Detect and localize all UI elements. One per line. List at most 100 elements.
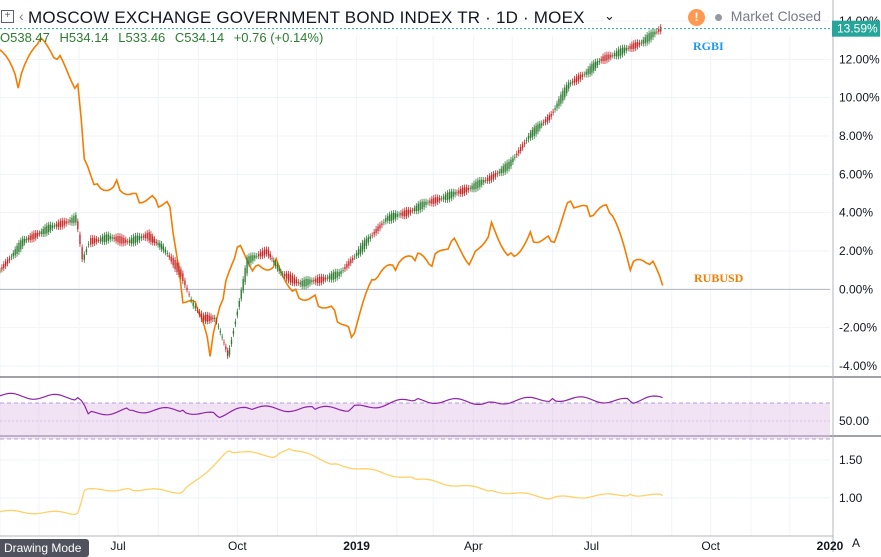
candle-body: [223, 342, 225, 344]
candle-body: [127, 241, 129, 243]
candle-body: [577, 75, 580, 81]
candle-body: [109, 235, 111, 240]
candle-body: [431, 198, 433, 204]
status-dot-icon: [714, 13, 722, 21]
candle-body: [392, 212, 395, 221]
candle-body: [142, 236, 145, 238]
candle-body: [413, 208, 416, 211]
candle-body: [627, 48, 629, 50]
candle-body: [660, 26, 662, 32]
candle-body: [69, 219, 71, 223]
candle-body: [67, 221, 69, 223]
candle-body: [240, 290, 242, 299]
candle-body: [541, 123, 543, 126]
candle-body: [531, 129, 534, 138]
candle-body: [155, 241, 157, 243]
candle-body: [581, 74, 583, 78]
auto-scale-button[interactable]: A: [851, 536, 860, 550]
symbol-dropdown-icon[interactable]: ⌄: [604, 8, 615, 23]
warning-icon[interactable]: !: [688, 8, 705, 26]
collapse-chevron-icon[interactable]: ‹: [19, 8, 24, 24]
candle-body: [280, 271, 282, 274]
y-tick-label: 6.00%: [839, 167, 873, 181]
candle-body: [182, 273, 184, 281]
candle-body: [615, 51, 618, 57]
candle-body: [353, 256, 356, 258]
candle-body: [252, 255, 254, 261]
candle-body: [318, 276, 321, 284]
candle-body: [579, 74, 582, 80]
candle-body: [40, 231, 43, 234]
drawing-mode-label[interactable]: Drawing Mode: [0, 539, 90, 557]
expand-icon[interactable]: +: [1, 10, 14, 23]
candle-body: [267, 249, 270, 256]
candle-body: [604, 55, 606, 62]
candle-body: [456, 192, 458, 194]
candle-body: [196, 310, 199, 311]
candle-body: [328, 275, 331, 280]
candle-body: [623, 47, 626, 53]
candle-body: [299, 282, 301, 285]
candle-body: [228, 348, 231, 355]
candle-body: [242, 279, 244, 291]
candle-body: [282, 273, 284, 275]
candle-body: [642, 39, 644, 44]
candle-body: [446, 192, 449, 200]
candle-body: [494, 173, 497, 177]
last-value-badge: [832, 20, 880, 37]
candle-body: [202, 315, 205, 321]
ohlc-low: L533.46: [118, 30, 166, 45]
candle-body: [654, 31, 656, 35]
candle-body: [635, 42, 637, 49]
candle-body: [644, 37, 646, 44]
candle-body: [562, 90, 564, 101]
candle-body: [537, 124, 539, 132]
candle-body: [162, 246, 165, 251]
candle-body: [219, 331, 221, 333]
candle-body: [496, 173, 499, 175]
candle-body: [138, 235, 141, 241]
candle-body: [44, 227, 46, 235]
rsi-band: [0, 403, 830, 439]
candle-body: [648, 33, 650, 42]
ratio-pane: [0, 447, 830, 516]
candle-body: [371, 235, 373, 237]
ohlc-open: O538.47: [0, 30, 50, 45]
candle-body: [573, 78, 576, 83]
candle-body: [486, 177, 489, 181]
candle-body: [14, 249, 16, 256]
candle-body: [533, 127, 535, 136]
candle-body: [79, 234, 81, 245]
candle-body: [357, 249, 360, 256]
candle-body: [18, 242, 20, 252]
candle-body: [583, 74, 585, 76]
candle-body: [596, 61, 599, 66]
candle-body: [510, 159, 512, 167]
candle-body: [542, 122, 545, 124]
candle-body: [95, 238, 98, 242]
candle-body: [259, 251, 262, 257]
candle-body: [442, 196, 445, 200]
candle-body: [340, 270, 342, 275]
candle-body: [297, 281, 299, 283]
candle-body: [560, 94, 562, 104]
candle-body: [212, 317, 214, 320]
candle-body: [324, 277, 327, 280]
candle-body: [174, 259, 176, 269]
candle-body: [23, 238, 26, 243]
candle-body: [525, 140, 528, 142]
candle-body: [291, 275, 294, 284]
candle-body: [113, 237, 115, 240]
candle-body: [140, 236, 143, 239]
candle-body: [198, 311, 201, 315]
candle-body: [25, 239, 28, 241]
candle-body: [172, 258, 174, 266]
ratio-tick-label: 1.00: [839, 491, 863, 505]
candle-body: [51, 225, 54, 229]
symbol-title[interactable]: MOSCOW EXCHANGE GOVERNMENT BOND INDEX TR…: [28, 8, 585, 27]
candle-body: [105, 234, 108, 242]
x-tick-label: 2020: [817, 539, 844, 552]
candle-body: [287, 273, 290, 281]
y-tick-label: -2.00%: [839, 321, 877, 335]
